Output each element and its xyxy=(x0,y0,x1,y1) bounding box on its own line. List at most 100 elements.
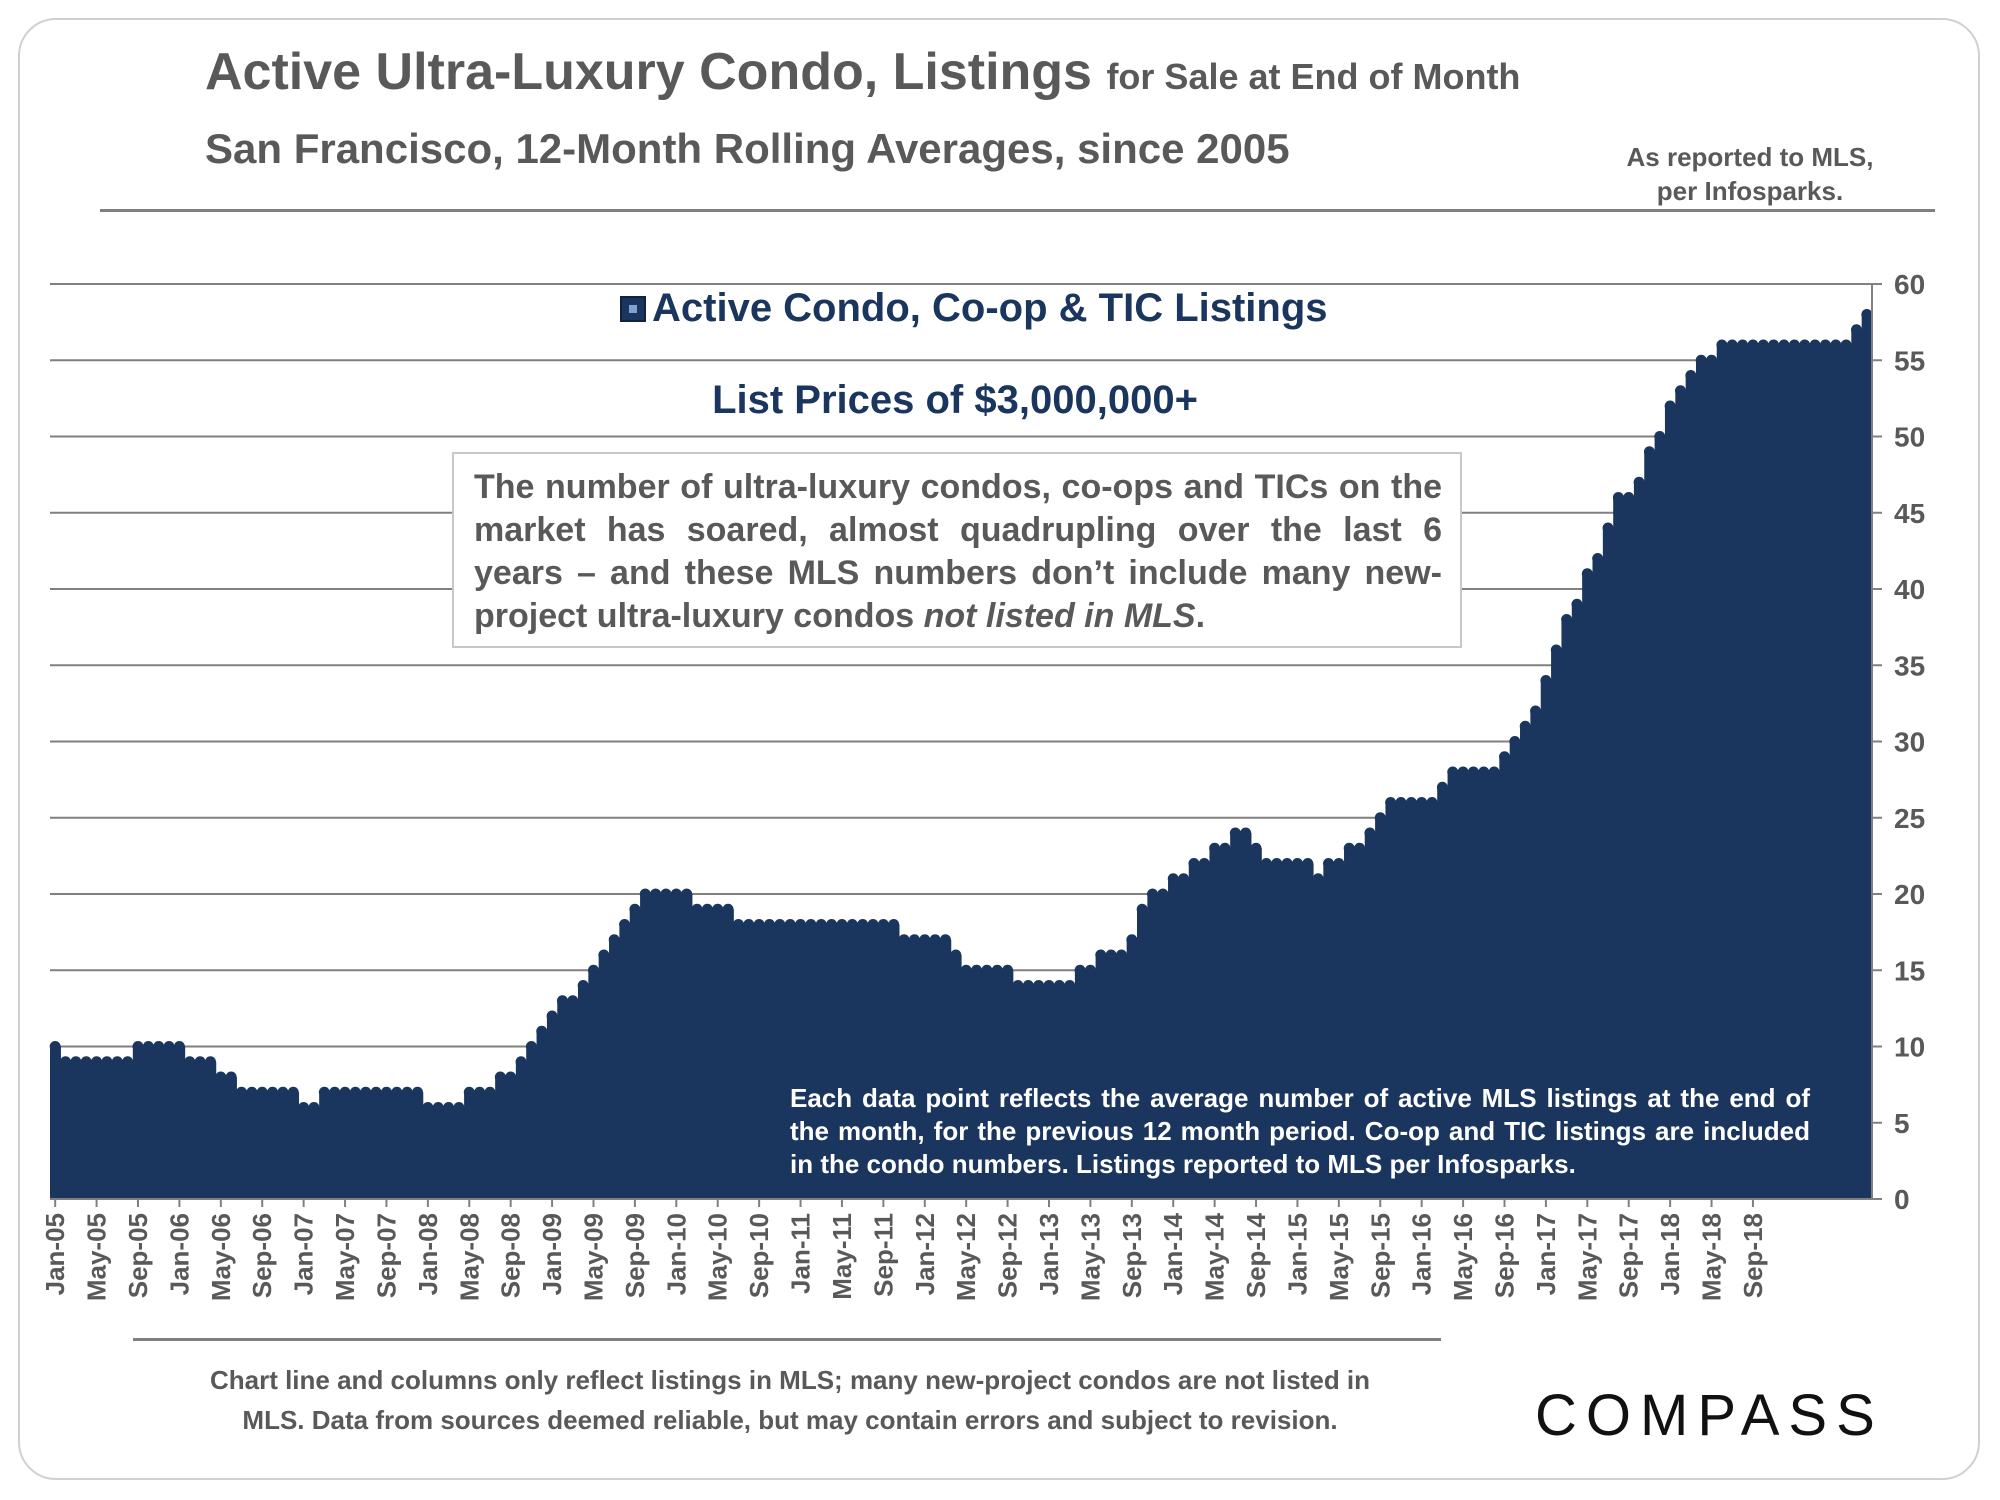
bar xyxy=(267,1092,279,1199)
bar xyxy=(1530,711,1542,1199)
bar-cap xyxy=(960,964,972,976)
bar xyxy=(1799,345,1811,1199)
bar-cap xyxy=(1457,766,1469,778)
x-tick-label: May-10 xyxy=(703,1213,733,1301)
x-tick-label: May-14 xyxy=(1200,1212,1230,1301)
bar xyxy=(443,1107,455,1199)
bar-cap xyxy=(1250,842,1262,854)
bar-cap xyxy=(1405,797,1417,808)
bar xyxy=(236,1092,248,1199)
bar xyxy=(422,1107,434,1199)
bar xyxy=(1074,970,1086,1199)
compass-logo: COMPASS xyxy=(1535,1383,1884,1448)
bar-cap xyxy=(339,1086,351,1098)
bar-cap xyxy=(1861,309,1873,320)
bar xyxy=(785,924,796,1199)
bar-cap xyxy=(256,1086,268,1098)
bar xyxy=(1571,604,1583,1199)
x-tick-label: Sep-10 xyxy=(744,1213,774,1298)
bar xyxy=(1375,817,1387,1199)
bar-cap xyxy=(49,1041,61,1052)
bar-cap xyxy=(515,1056,527,1068)
bar xyxy=(1333,863,1345,1199)
bar xyxy=(1675,390,1687,1199)
bar xyxy=(495,1077,507,1199)
bar-cap xyxy=(1592,553,1604,564)
bar xyxy=(401,1092,413,1199)
bar-cap xyxy=(277,1086,289,1098)
bar-cap xyxy=(826,919,838,930)
bar-cap xyxy=(877,919,889,930)
bar xyxy=(1085,970,1097,1199)
bar-cap xyxy=(1850,324,1862,336)
bar xyxy=(1716,345,1728,1199)
x-tick-label: Sep-09 xyxy=(620,1213,650,1298)
bar-cap xyxy=(1530,705,1542,717)
bar xyxy=(1478,772,1490,1199)
bar xyxy=(919,939,931,1199)
bar-cap xyxy=(1043,980,1055,991)
bar-cap xyxy=(401,1086,413,1098)
bar-cap xyxy=(588,964,599,976)
bar xyxy=(1602,528,1614,1199)
bar xyxy=(1727,345,1739,1199)
bar-cap xyxy=(836,919,848,930)
y-tick-label: 50 xyxy=(1894,422,1925,453)
bar xyxy=(577,985,589,1199)
bar-cap xyxy=(122,1056,134,1068)
x-tick-label: Jan-06 xyxy=(164,1213,194,1295)
bar-cap xyxy=(484,1086,496,1098)
bar xyxy=(598,955,610,1199)
bar-cap xyxy=(80,1056,92,1068)
bar-cap xyxy=(764,919,775,930)
bar xyxy=(981,970,993,1199)
bar xyxy=(733,924,745,1199)
bar xyxy=(1520,726,1531,1199)
x-tick-label: Jan-17 xyxy=(1531,1213,1561,1295)
bar-cap xyxy=(1695,354,1707,366)
bar-cap xyxy=(422,1102,434,1113)
x-tick-label: Sep-18 xyxy=(1738,1213,1768,1298)
bar xyxy=(1105,955,1117,1199)
x-tick-label: Sep-08 xyxy=(496,1213,526,1298)
bar xyxy=(1292,863,1304,1199)
bar-cap xyxy=(318,1086,330,1098)
bar xyxy=(1509,741,1521,1199)
y-tick-label: 5 xyxy=(1894,1108,1910,1139)
x-tick-label: May-17 xyxy=(1572,1213,1602,1301)
bar-cap xyxy=(1229,827,1241,839)
x-tick-label: May-07 xyxy=(330,1213,360,1301)
bar-cap xyxy=(1519,720,1531,732)
x-tick-label: Jan-12 xyxy=(910,1213,940,1295)
bar xyxy=(1002,970,1014,1199)
bar-cap xyxy=(1467,766,1479,778)
bar-cap xyxy=(1105,949,1117,961)
bar xyxy=(888,924,900,1199)
chart-title: Active Ultra-Luxury Condo, Listings for … xyxy=(205,42,1520,102)
bar-cap xyxy=(267,1086,279,1098)
bar-cap xyxy=(184,1056,196,1068)
bar-cap xyxy=(1830,339,1842,351)
bar xyxy=(1737,345,1749,1199)
bar xyxy=(546,1016,558,1199)
bar xyxy=(816,924,828,1199)
bar xyxy=(194,1061,206,1199)
bar-cap xyxy=(1416,797,1428,808)
bar xyxy=(805,924,817,1199)
source-line-2: per Infosparks. xyxy=(1656,176,1844,206)
bar xyxy=(433,1107,444,1199)
bar-cap xyxy=(795,919,807,930)
callout-text: The number of ultra-luxury condos, co-op… xyxy=(474,468,1442,635)
bar xyxy=(474,1092,486,1199)
bar xyxy=(774,924,786,1199)
x-tick-label: Sep-12 xyxy=(993,1213,1023,1298)
bar xyxy=(1281,863,1293,1199)
bar xyxy=(950,955,962,1199)
bar-cap xyxy=(1364,827,1376,839)
bar-cap xyxy=(1509,736,1521,747)
bar xyxy=(1136,909,1148,1199)
footer-divider xyxy=(133,1338,1441,1341)
bar xyxy=(1219,848,1231,1199)
bar-cap xyxy=(1737,339,1749,351)
